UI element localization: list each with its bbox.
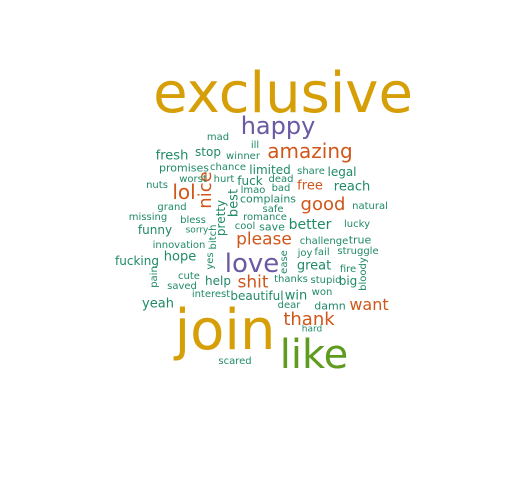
word-legal: legal	[327, 165, 357, 179]
word-love: love	[224, 249, 280, 279]
word-bless: bless	[180, 215, 206, 226]
word-ill: ill	[250, 140, 260, 151]
word-joy: joy	[297, 248, 313, 259]
word-struggle: struggle	[337, 246, 379, 257]
word-want: want	[349, 295, 389, 314]
word-stupid: stupid	[310, 275, 342, 286]
word-damn: damn	[314, 299, 346, 313]
word-bad: bad	[271, 183, 291, 194]
word-challenge: challenge	[299, 236, 349, 247]
word-chance: chance	[210, 162, 246, 173]
word-dead: dead	[268, 174, 294, 185]
word-please: please	[236, 229, 292, 250]
word-amazing: amazing	[267, 139, 353, 163]
word-mad: mad	[206, 132, 230, 143]
word-worst: worst	[179, 174, 207, 185]
word-lucky: lucky	[344, 219, 370, 230]
word-scared: scared	[218, 356, 252, 367]
word-good: good	[300, 194, 346, 215]
word-funny: funny	[137, 223, 173, 237]
word-complains: complains	[239, 192, 297, 206]
word-beautiful: beautiful	[230, 289, 284, 303]
word-grand: grand	[157, 202, 187, 213]
word-promises: promises	[159, 161, 209, 175]
word-true: true	[348, 233, 372, 247]
word-win: win	[284, 288, 308, 304]
word-best: best	[226, 188, 242, 218]
word-lol: lol	[172, 180, 196, 204]
word-limited: limited	[249, 163, 291, 177]
word-help: help	[205, 274, 231, 288]
word-bitch: bitch	[208, 224, 219, 250]
word-ease: ease	[279, 250, 290, 274]
word-fail: fail	[314, 247, 330, 258]
word-innovation: innovation	[152, 240, 206, 251]
word-great: great	[296, 258, 332, 274]
word-yes: yes	[205, 252, 216, 270]
word-thank: thank	[283, 309, 335, 330]
word-happy: happy	[240, 112, 316, 140]
word-lmao: lmao	[240, 185, 266, 196]
word-cool: cool	[234, 221, 256, 232]
word-won: won	[311, 287, 333, 298]
word-cute: cute	[178, 271, 200, 282]
word-hope: hope	[163, 249, 197, 265]
word-exclusive: exclusive	[153, 61, 413, 126]
word-saved: saved	[167, 281, 197, 292]
word-bloody: bloody	[358, 257, 369, 291]
word-interest: interest	[191, 289, 231, 300]
word-thanks: thanks	[274, 274, 308, 285]
word-fresh: fresh	[155, 148, 189, 164]
word-winner: winner	[226, 151, 260, 162]
word-fire: fire	[339, 264, 357, 275]
word-join: join	[174, 298, 276, 363]
word-big: big	[338, 274, 358, 288]
word-reach: reach	[333, 179, 371, 195]
word-fucking: fucking	[115, 254, 159, 268]
word-fuck: fuck	[237, 174, 263, 188]
word-like: like	[279, 332, 349, 378]
word-share: share	[297, 166, 325, 177]
word-stop: stop	[195, 145, 221, 159]
word-yeah: yeah	[142, 296, 174, 312]
word-dear: dear	[277, 300, 301, 311]
word-shit: shit	[237, 272, 269, 293]
word-romance: romance	[243, 212, 287, 223]
word-save: save	[259, 220, 285, 234]
word-natural: natural	[352, 201, 388, 212]
word-better: better	[288, 217, 332, 233]
word-sorry: sorry	[185, 225, 209, 236]
word-free: free	[297, 178, 323, 194]
word-nuts: nuts	[146, 180, 168, 191]
word-hurt: hurt	[213, 174, 235, 185]
word-hard: hard	[301, 324, 323, 335]
word-safe: safe	[262, 204, 284, 215]
word-pain: pain	[149, 266, 160, 288]
word-missing: missing	[128, 212, 168, 223]
